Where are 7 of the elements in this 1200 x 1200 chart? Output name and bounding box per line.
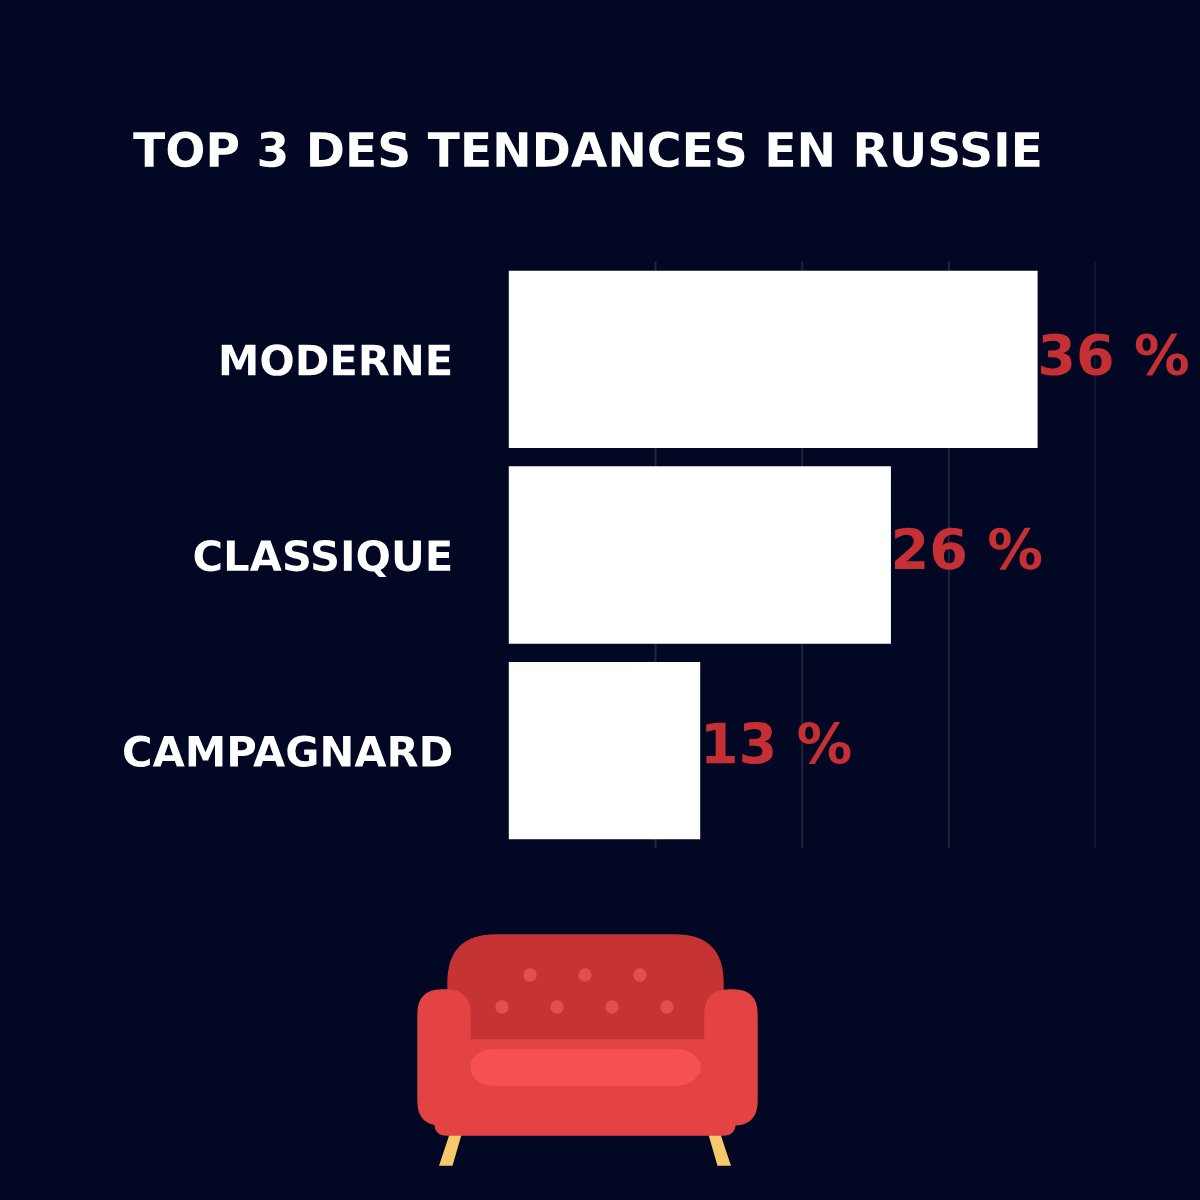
data-label: 13 % [706, 721, 851, 764]
y-tick-label: CAMPAGNARD [124, 735, 452, 768]
chart-title: TOP 3 DES TENDANCES EN RUSSIE [133, 131, 1040, 168]
data-label: 26 % [895, 527, 1042, 570]
y-tick-label: CLASSIQUE [194, 539, 451, 577]
y-tick-label: MODERNE [221, 344, 451, 376]
data-label: 36 % [1041, 333, 1188, 376]
